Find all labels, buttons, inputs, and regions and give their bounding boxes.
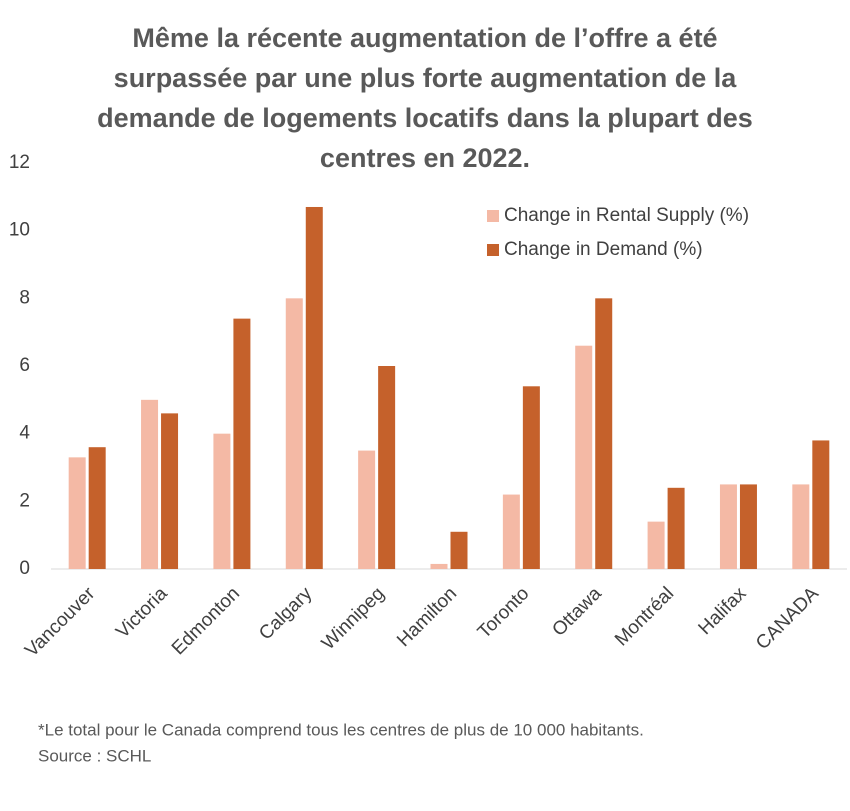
bar [575, 345, 593, 569]
legend-swatch [487, 210, 499, 222]
bar [305, 206, 323, 569]
y-tick-label: 12 [9, 152, 30, 173]
x-tick-label: Toronto [474, 583, 534, 643]
bar [502, 494, 520, 569]
bar [647, 521, 665, 569]
x-tick-label: Victoria [112, 583, 172, 643]
y-tick-label: 0 [19, 558, 30, 579]
bar [141, 399, 159, 569]
x-tick-label: Edmonton [168, 583, 244, 659]
y-tick-label: 6 [19, 355, 30, 376]
bar [213, 433, 231, 569]
chart-title: Même la récente augmentation de l’offre … [97, 23, 753, 173]
legend-swatch [487, 244, 499, 256]
x-tick-label: Vancouver [21, 583, 100, 662]
footnote: *Le total pour le Canada comprend tous l… [38, 720, 644, 739]
bar [430, 563, 448, 569]
x-tick-label: Calgary [255, 583, 316, 644]
x-tick-label: Montréal [611, 583, 678, 650]
bar [285, 298, 303, 569]
bar [667, 487, 685, 569]
bar [358, 450, 376, 569]
y-tick-label: 10 [9, 220, 30, 241]
legend-label: Change in Demand (%) [504, 239, 703, 260]
bar [812, 440, 830, 569]
bar [595, 298, 613, 569]
bar [739, 484, 757, 569]
bar [378, 366, 396, 569]
bar [450, 531, 468, 569]
x-tick-label: CANADA [752, 583, 823, 654]
y-tick-label: 4 [19, 423, 30, 444]
x-tick-label: Winnipeg [318, 583, 389, 654]
x-tick-label: Halifax [695, 583, 751, 639]
x-tick-label: Ottawa [548, 583, 606, 641]
bar [233, 318, 251, 569]
y-tick-label: 2 [19, 490, 30, 511]
footnote: Source : SCHL [38, 746, 151, 765]
y-tick-label: 8 [19, 287, 30, 308]
bar [792, 484, 810, 569]
bar [719, 484, 737, 569]
bar [522, 386, 540, 569]
bar [68, 457, 86, 569]
bar [161, 413, 179, 569]
bar [88, 447, 106, 569]
x-tick-label: Hamilton [393, 583, 461, 651]
legend-label: Change in Rental Supply (%) [504, 205, 749, 226]
